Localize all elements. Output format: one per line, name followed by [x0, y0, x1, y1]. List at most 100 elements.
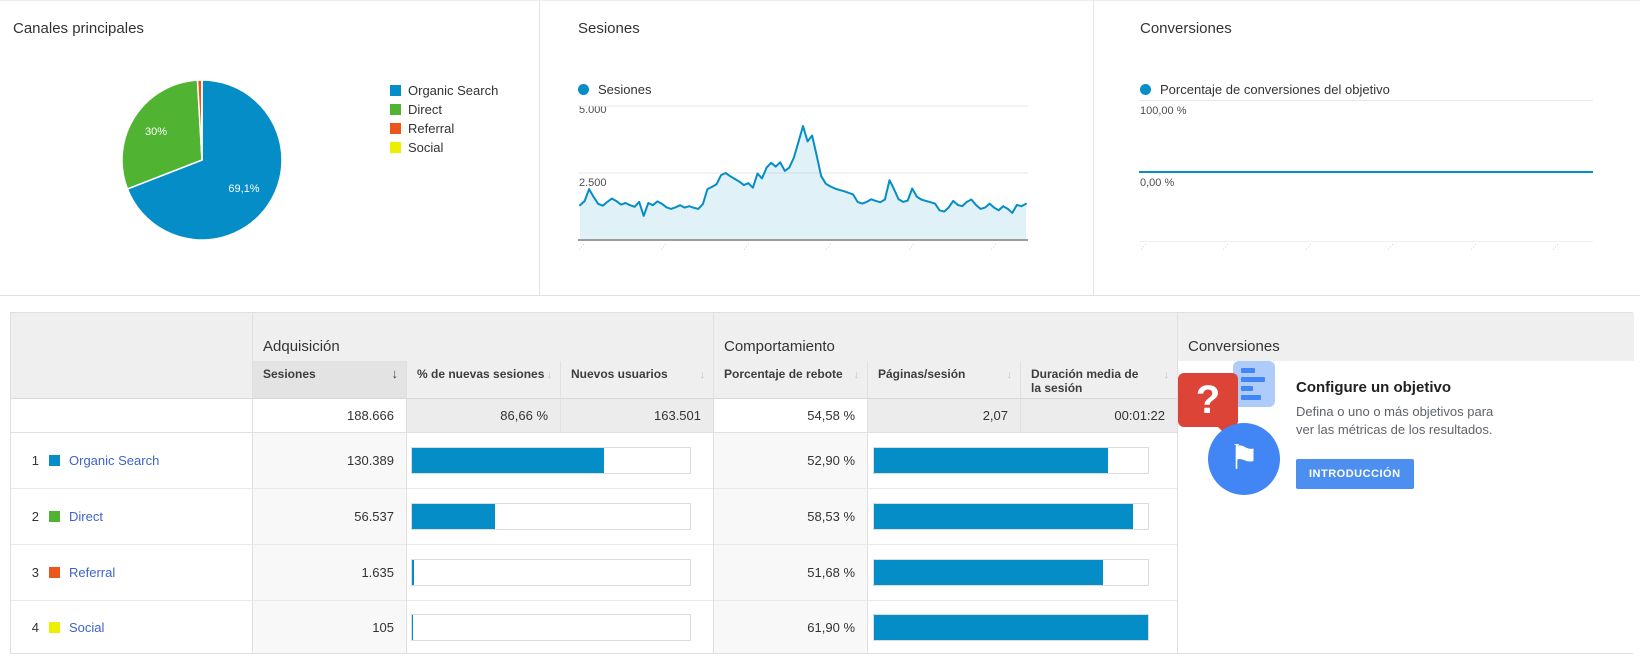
card-divider	[539, 0, 540, 295]
column-header-new-sessions[interactable]: % de nuevas sesiones ↓	[407, 361, 561, 399]
direct-swatch-icon	[390, 104, 401, 115]
promo-title: Configure un objetivo	[1296, 379, 1451, 396]
xaxis-tick-label: ···	[1304, 241, 1315, 253]
conversions-gridline-100	[1139, 100, 1593, 101]
conversions-legend-label: Porcentaje de conversiones del objetivo	[1160, 82, 1390, 97]
bounce-value: 58,53 %	[714, 489, 868, 545]
sessions-bar-cell	[407, 433, 714, 489]
group-header-empty	[11, 313, 253, 361]
legend-item-organic-search[interactable]: Organic Search	[390, 81, 498, 100]
introduction-button[interactable]: INTRODUCCIÓN	[1296, 459, 1414, 489]
goal-flag-icon: ⚑	[1208, 423, 1280, 495]
question-glyph: ?	[1195, 378, 1221, 422]
column-header-label: Duración media de la sesión	[1031, 367, 1139, 395]
legend-label: Referral	[408, 121, 455, 136]
sessions-dot-icon	[578, 84, 589, 95]
column-header-avg-duration[interactable]: Duración media de la sesión ↓	[1021, 361, 1178, 399]
column-header-sessions[interactable]: Sesiones ↓	[253, 361, 407, 399]
legend-item-direct[interactable]: Direct	[390, 100, 498, 119]
totals-label-cell	[11, 399, 253, 433]
legend-label: Organic Search	[408, 83, 499, 98]
bounce-bar	[874, 504, 1134, 529]
bounce-bar-cell	[868, 433, 1178, 489]
group-header-conversions: Conversiones	[1178, 313, 1634, 361]
conversions-bottom-gridline	[1139, 241, 1593, 242]
pie-legend: Organic Search Direct Referral Social	[390, 81, 498, 157]
row-rank: 3	[31, 565, 39, 580]
xaxis-tick-label: ···	[1469, 241, 1480, 253]
xaxis-tick-label: ···	[1139, 241, 1150, 253]
channels-data-table: Adquisición Comportamiento Conversiones …	[10, 312, 1634, 654]
conversions-xaxis-ticks: ··· ··· ··· ··· ··· ···	[1139, 241, 1561, 254]
pie-slice-label-organic: 69,1%	[228, 183, 260, 195]
conversions-data-line	[1139, 171, 1593, 173]
channels-card-title: Canales principales	[13, 20, 144, 37]
channel-swatch-icon	[49, 621, 60, 633]
bounce-bar	[874, 614, 1148, 640]
row-rank: 1	[31, 453, 39, 468]
column-header-label: Sesiones	[263, 367, 316, 381]
sessions-bar	[412, 560, 415, 585]
legend-item-social[interactable]: Social	[390, 138, 498, 157]
bounce-value: 61,90 %	[714, 601, 868, 653]
column-header-pages-session[interactable]: Páginas/sesión ↓	[868, 361, 1021, 399]
bounce-bar	[874, 560, 1103, 585]
sessions-bar-cell	[407, 601, 714, 653]
conversions-ytick-0: 0,00 %	[1140, 177, 1175, 189]
question-bubble-icon: ?	[1178, 373, 1238, 439]
card-divider	[1093, 0, 1094, 295]
xaxis-tick-label: ···	[907, 241, 918, 253]
bounce-bar	[874, 448, 1109, 473]
sessions-bar	[412, 448, 605, 473]
channel-swatch-icon	[49, 511, 60, 522]
channel-link[interactable]: Direct	[69, 509, 103, 524]
goal-list-icon	[1233, 361, 1275, 407]
conversions-ytick-100: 100,00 %	[1140, 105, 1187, 117]
sessions-line-chart	[578, 105, 1028, 241]
column-header-bounce-rate[interactable]: Porcentaje de rebote ↓	[714, 361, 868, 399]
sort-icon[interactable]: ↓	[699, 369, 706, 381]
channel-link[interactable]: Social	[69, 619, 105, 635]
sessions-bar-cell	[407, 489, 714, 545]
bounce-value: 51,68 %	[714, 545, 868, 601]
column-header-label: Páginas/sesión	[878, 367, 966, 381]
table-row-label: 2 Direct	[11, 489, 253, 545]
conversions-card-title: Conversiones	[1140, 20, 1232, 37]
group-header-behavior: Comportamiento	[714, 313, 1178, 361]
conversions-dot-icon	[1140, 84, 1151, 95]
column-header-label: % de nuevas sesiones	[417, 367, 545, 381]
channel-link[interactable]: Organic Search	[69, 453, 160, 468]
sort-icon[interactable]: ↓	[546, 369, 553, 381]
table-row-label: 1 Organic Search	[11, 433, 253, 489]
top-border	[0, 0, 1640, 1]
totals-pages-session: 2,07	[868, 399, 1021, 433]
xaxis-tick-label: ···	[1386, 241, 1397, 253]
legend-item-referral[interactable]: Referral	[390, 119, 498, 138]
channel-link[interactable]: Referral	[69, 565, 116, 580]
sessions-value: 130.389	[253, 433, 407, 489]
bounce-bar-cell	[868, 545, 1178, 601]
channel-swatch-icon	[49, 567, 60, 578]
sort-icon[interactable]: ↓	[1006, 369, 1013, 381]
sessions-card-title: Sesiones	[578, 20, 640, 37]
sort-icon[interactable]: ↓	[1163, 369, 1170, 381]
sort-descending-icon[interactable]: ↓	[391, 366, 399, 381]
social-swatch-icon	[390, 142, 401, 153]
xaxis-tick-label: ···	[659, 241, 670, 253]
organic-search-swatch-icon	[390, 85, 401, 96]
xaxis-tick-label: ···	[1551, 241, 1562, 253]
bounce-bar-cell	[868, 489, 1178, 545]
sessions-xaxis-ticks: ··· ··· ··· ··· ··· ···	[577, 241, 999, 254]
sessions-ytick-5000: 5.000	[579, 104, 607, 116]
column-header-label: Nuevos usuarios	[571, 367, 668, 381]
sort-icon[interactable]: ↓	[853, 369, 860, 381]
totals-new-users: 163.501	[561, 399, 714, 433]
bounce-value: 52,90 %	[714, 433, 868, 489]
column-header-new-users[interactable]: Nuevos usuarios ↓	[561, 361, 714, 399]
totals-bounce-rate: 54,58 %	[714, 399, 868, 433]
conversions-promo-panel: ? ⚑ Configure un objetivo Defina o uno o…	[1178, 361, 1634, 653]
sessions-value: 1.635	[253, 545, 407, 601]
promo-body-line2: ver las métricas de los resultados.	[1296, 422, 1493, 437]
sessions-bar	[412, 504, 496, 529]
sessions-bar-cell	[407, 545, 714, 601]
